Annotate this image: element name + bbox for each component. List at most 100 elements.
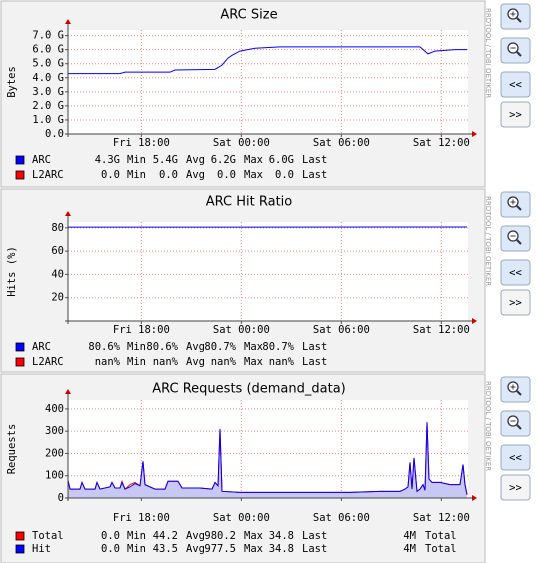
- legend-stat: nan%: [211, 356, 237, 368]
- x-tick-label: Sat 00:00: [213, 137, 270, 149]
- legend-stat: 4M: [403, 543, 416, 555]
- plot-area: [68, 30, 468, 134]
- chart-title: ARC Size: [220, 8, 277, 23]
- legend-stat: 5.4G: [153, 154, 178, 166]
- line: [67, 422, 468, 495]
- legend-swatch: [15, 342, 25, 352]
- legend-stat: 80.7%: [262, 341, 294, 353]
- x-tick-label: Sat 06:00: [313, 512, 370, 524]
- x-tick-label: Sat 00:00: [213, 324, 270, 336]
- zoom-in-button[interactable]: [500, 376, 531, 403]
- y-axis-label: Hits (%): [6, 246, 18, 297]
- forward-button[interactable]: >>: [500, 101, 531, 128]
- x-tick-label: Fri 18:00: [113, 324, 170, 336]
- y-axis-label: Bytes: [6, 66, 18, 98]
- legend-stat: 980.2: [204, 530, 236, 542]
- legend-stat-name: Min: [127, 169, 146, 181]
- legend-stat-name: Avg: [186, 169, 205, 181]
- icon: [516, 390, 522, 396]
- legend-stat: 0.0: [159, 169, 178, 181]
- legend-stat: 977.5: [204, 543, 236, 555]
- button-bg: [500, 101, 531, 128]
- forward-button[interactable]: >>: [500, 474, 531, 501]
- y-tick-label: 1.0 G: [32, 114, 64, 126]
- plot-area: [68, 222, 468, 321]
- icon: [516, 51, 522, 57]
- icon: [516, 17, 522, 23]
- legend-stat-name: Min: [127, 356, 146, 368]
- legend-stat-name: Min: [127, 543, 146, 555]
- legend-stat-name: Avg: [186, 543, 205, 555]
- forward-button[interactable]: >>: [500, 289, 531, 316]
- legend-stat: 4M: [403, 530, 416, 542]
- icon: [516, 205, 522, 211]
- x-tick-label: Sat 12:00: [413, 137, 470, 149]
- legend-stat: 34.8: [269, 530, 294, 542]
- legend-swatch: [15, 357, 25, 367]
- icon: [516, 424, 522, 430]
- button-bg: [500, 474, 531, 501]
- legend-name: Total: [32, 530, 64, 542]
- y-axis-label: Requests: [6, 424, 18, 475]
- legend-stat-name: Last: [302, 341, 327, 353]
- legend-stat-name: Total: [425, 543, 457, 555]
- zoom-in-button[interactable]: [500, 3, 531, 30]
- y-tick-label: 80: [51, 222, 64, 234]
- y-tick-label: 7.0 G: [32, 30, 64, 42]
- arrow: [472, 318, 477, 324]
- y-tick-label: 5.0 G: [32, 58, 64, 70]
- zoom-out-button[interactable]: [500, 410, 531, 437]
- legend-stat: 4.3G: [95, 154, 120, 166]
- y-tick-label: 4.0 G: [32, 72, 64, 84]
- button-bg: [500, 444, 531, 471]
- y-tick-label: 20: [51, 292, 64, 304]
- button-label: >>: [509, 482, 522, 494]
- button-label: <<: [509, 79, 522, 91]
- x-tick-label: Sat 06:00: [313, 324, 370, 336]
- zoom-in-button[interactable]: [500, 191, 531, 218]
- y-tick-label: 200: [45, 447, 64, 459]
- zoom-out-button[interactable]: [500, 225, 531, 252]
- legend-swatch: [15, 155, 25, 165]
- y-tick-label: 3.0 G: [32, 86, 64, 98]
- x-tick-label: Sat 06:00: [313, 137, 370, 149]
- y-tick-label: 6.0 G: [32, 44, 64, 56]
- button-label: >>: [509, 297, 522, 309]
- y-tick-label: 2.0 G: [32, 100, 64, 112]
- legend-stat: 0.0: [101, 543, 120, 555]
- back-button[interactable]: <<: [500, 444, 531, 471]
- icon: [516, 239, 522, 245]
- arrow: [472, 495, 477, 501]
- legend-stat: 0.0: [101, 169, 120, 181]
- y-tick-label: 300: [45, 425, 64, 437]
- legend-stat-name: Max: [244, 530, 263, 542]
- y-tick-label: 0: [58, 492, 64, 504]
- legend-swatch: [15, 544, 25, 554]
- legend-stat: nan%: [153, 356, 179, 368]
- legend-stat-name: Min: [127, 341, 146, 353]
- back-button[interactable]: <<: [500, 71, 531, 98]
- legend-name: Hit: [32, 543, 51, 555]
- legend-name: ARC: [32, 341, 51, 353]
- legend-stat-name: Last: [302, 169, 327, 181]
- x-tick-label: Sat 12:00: [413, 324, 470, 336]
- arrow: [65, 211, 71, 216]
- legend-stat-name: Max: [244, 356, 263, 368]
- legend-stat: 80.6%: [146, 341, 178, 353]
- legend-stat: 0.0: [101, 530, 120, 542]
- button-label: <<: [509, 452, 522, 464]
- legend-stat: 80.7%: [204, 341, 236, 353]
- legend-stat-name: Avg: [186, 530, 205, 542]
- zoom-out-button[interactable]: [500, 37, 531, 64]
- legend-stat-name: Last: [302, 530, 327, 542]
- y-tick-label: 40: [51, 268, 64, 280]
- legend-stat-name: Max: [244, 543, 263, 555]
- button-bg: [500, 259, 531, 286]
- button-label: >>: [509, 109, 522, 121]
- legend-stat-name: Total: [425, 530, 457, 542]
- legend-stat: 44.2: [153, 530, 178, 542]
- y-tick-label: 100: [45, 470, 64, 482]
- legend-stat: nan%: [95, 356, 121, 368]
- back-button[interactable]: <<: [500, 259, 531, 286]
